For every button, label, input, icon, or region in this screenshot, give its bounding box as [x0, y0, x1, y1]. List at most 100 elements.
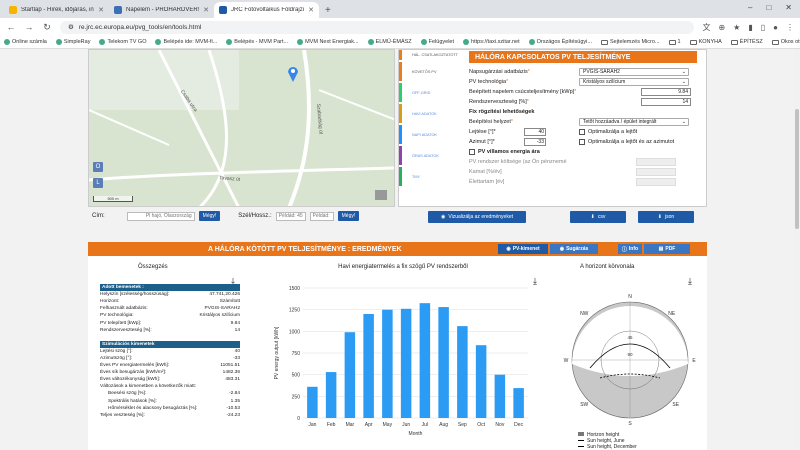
legend-item: Horizon height [578, 432, 637, 438]
map-marker-icon[interactable] [288, 66, 298, 82]
mounting-select[interactable]: Tetőt hozzáadva / épület integrált ⌄ [579, 118, 689, 126]
bookmark-favicon-icon [367, 39, 374, 45]
chart-download-icon[interactable]: ⤓ [533, 276, 537, 286]
close-tab-icon[interactable]: ✕ [203, 7, 209, 14]
cost-input[interactable] [636, 158, 676, 166]
bookmark-item[interactable]: Telekom TV GO [99, 39, 146, 45]
map-btn-l[interactable]: L [93, 178, 103, 188]
price-checkbox[interactable] [469, 149, 475, 155]
radiation-button[interactable]: ◉ Sugárzás [550, 244, 598, 254]
summary-key: Azimutszög [°]: [100, 355, 133, 361]
bookmark-item[interactable]: Belépés ide: MVM-fi... [155, 39, 217, 45]
bookmark-item[interactable]: Felügyelet [420, 39, 454, 45]
scrollbar-thumb[interactable] [795, 109, 799, 229]
summary-download-icon[interactable]: ⤓ [231, 276, 235, 286]
bookmark-favicon-icon [4, 39, 10, 45]
address-go-button[interactable]: Mégy! [198, 211, 221, 221]
json-button[interactable]: ⬇ json [638, 211, 694, 223]
bookmark-item[interactable]: MVM Next Energiak... [297, 39, 359, 45]
bar [419, 303, 431, 418]
browser-tab[interactable]: JRC Fotovoltaikus Földrajzi Infor...✕ [214, 2, 319, 18]
bookmark-item[interactable]: SimpleRay [55, 39, 90, 45]
tab-tracking[interactable]: KÖVETŐS PV [399, 62, 461, 81]
x-axis-label: Month [409, 431, 423, 437]
bookmark-item[interactable]: KONYHA [689, 39, 722, 45]
maximize-icon[interactable]: □ [766, 3, 772, 12]
menu-icon[interactable]: ⋮ [786, 22, 794, 32]
latlon-go-button[interactable]: Mégy! [337, 211, 360, 221]
latitude-input[interactable] [275, 211, 306, 221]
visualize-button[interactable]: ◉ Vizualizálja az eredményeket [428, 211, 526, 223]
compass-label: SE [672, 402, 679, 408]
url-field[interactable]: ⚙ re.jrc.ec.europa.eu/pvg_tools/en/tools… [60, 20, 695, 34]
summary-value: -2.84 [229, 391, 240, 397]
bookmark-item[interactable]: Belépés - MVM Part... [226, 39, 288, 45]
tab-grid-connected[interactable]: HÁL. CSATLAKOZTATOTT [399, 50, 461, 60]
optimize-both-checkbox[interactable] [579, 139, 585, 145]
bookmark-item[interactable]: Okos otthon [771, 39, 800, 45]
close-tab-icon[interactable]: ✕ [308, 7, 314, 14]
map-btn-o[interactable]: O [93, 162, 103, 172]
sidebar-icon[interactable]: ▯ [760, 22, 766, 32]
bookmark-item[interactable]: Sejtelemzés Micro... [600, 39, 660, 45]
bookmark-item[interactable]: Országos Építésügyi... [528, 39, 592, 45]
summary-key: Változások a kimenetben a következők mia… [100, 384, 196, 390]
tab-off-grid[interactable]: OFF-GRID [399, 83, 461, 102]
technology-select[interactable]: Kristályos szilícium ⌄ [579, 78, 689, 86]
close-tab-icon[interactable]: ✕ [98, 7, 104, 14]
y-tick-label: 750 [292, 351, 301, 357]
bookmark-star-icon[interactable]: ★ [733, 22, 741, 32]
chevron-down-icon: ⌄ [681, 69, 686, 75]
peak-power-input[interactable]: 9.84 [641, 88, 691, 96]
folder-icon [771, 39, 779, 45]
close-window-icon[interactable]: ✕ [785, 3, 792, 12]
system-loss-input[interactable]: 14 [641, 98, 691, 106]
browser-tab[interactable]: Startlap - Hírek, időjárás, infor... ✕ [4, 2, 109, 18]
page-scrollbar[interactable] [794, 49, 800, 450]
browser-tab[interactable]: Napelem - PROHARDVER! Hozz...✕ [109, 2, 214, 18]
bar [513, 388, 524, 418]
summary-value: 14 [234, 327, 240, 333]
pv-output-button[interactable]: ◉ PV-kimenet [498, 244, 548, 254]
tab-daily[interactable]: NAPI ADATOK [399, 125, 461, 144]
translate-icon[interactable]: 文 [702, 22, 711, 32]
reload-icon[interactable]: ↻ [43, 21, 51, 32]
minimize-icon[interactable]: – [748, 3, 753, 12]
forward-icon[interactable]: → [24, 22, 34, 32]
extensions-icon[interactable]: ▮ [748, 22, 753, 32]
pdf-button[interactable]: ▤ PDF [644, 244, 690, 254]
cost-label: PV rendszer költsége (az Ön pénznemé [469, 159, 567, 165]
slope-input[interactable]: 40 [524, 128, 546, 136]
csv-button[interactable]: ⬇ csv [570, 211, 626, 223]
url-text: re.jrc.ec.europa.eu/pvg_tools/en/tools.h… [78, 23, 202, 31]
new-tab-icon[interactable]: + [325, 4, 331, 16]
azimuth-input[interactable]: -33 [524, 138, 546, 146]
zoom-icon[interactable]: ⊕ [718, 22, 726, 32]
back-icon[interactable]: ← [6, 22, 16, 32]
tab-tmy[interactable]: TMY [399, 167, 461, 186]
summary-value: PVGIS-SARAH2 [204, 306, 240, 312]
summary-title: Összegzés [138, 264, 168, 270]
tab-monthly[interactable]: HAVI ADATOK [399, 104, 461, 123]
address-input[interactable] [126, 211, 195, 221]
bookmark-item[interactable]: ELMŰ-ÉMÁSZ [367, 39, 412, 45]
tab-hourly[interactable]: ÓRÁS ADATOK [399, 146, 461, 165]
monthly-chart-title: Havi energiatermelés a fix szögű PV rend… [338, 264, 468, 270]
optimize-slope-checkbox[interactable] [579, 129, 585, 135]
interest-input[interactable] [636, 168, 676, 176]
horizon-download-icon[interactable]: ⤓ [688, 276, 692, 286]
y-tick-label: 1000 [289, 329, 300, 335]
bookmark-item[interactable]: Online számla [4, 39, 47, 45]
info-button[interactable]: ⓘ Info [618, 244, 642, 254]
bookmark-item[interactable]: ÉPÍTÉSZ [730, 39, 763, 45]
map[interactable]: Csaba utca Szabadság út Tavasz út O L 50… [88, 49, 395, 207]
cim-label: Cím: [92, 213, 105, 219]
lifetime-input[interactable] [636, 178, 676, 186]
site-info-icon[interactable]: ⚙ [68, 24, 74, 31]
database-select[interactable]: PVGIS-SARAH2 ⌄ [579, 68, 689, 76]
bookmark-item[interactable]: https://taxi.szitar.net [463, 39, 520, 45]
panel-title: HÁLÓRA KAPCSOLATOS PV TELJESÍTMÉNYE [469, 51, 697, 63]
profile-icon[interactable]: ● [773, 22, 778, 32]
bookmark-item[interactable]: 1 [668, 39, 681, 45]
longitude-input[interactable] [309, 211, 334, 221]
